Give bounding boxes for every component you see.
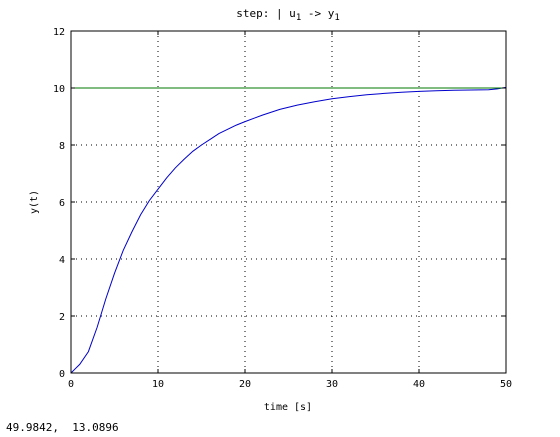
step-response-line [70, 86, 507, 374]
y-tick-label: 12 [53, 27, 65, 38]
y-tick-label: 2 [59, 312, 65, 323]
x-tick-label: 30 [326, 379, 338, 390]
y-tick-label: 8 [59, 141, 65, 152]
y-tick-label: 6 [59, 198, 65, 209]
x-axis-label: time [s] [264, 402, 312, 413]
cursor-coordinate-readout: 49.9842, 13.0896 [6, 421, 119, 434]
x-tick-label: 10 [152, 379, 164, 390]
y-tick-label: 0 [59, 369, 65, 380]
y-axis-label: y(t) [29, 190, 40, 214]
x-tick-label: 50 [500, 379, 512, 390]
grid-lines [71, 31, 506, 373]
x-tick-label: 0 [68, 379, 74, 390]
chart-title: step: | u1 -> y1 [236, 7, 340, 23]
x-tick-label: 20 [239, 379, 251, 390]
series-layer [70, 86, 507, 374]
x-tick-label: 40 [413, 379, 425, 390]
tick-marks [70, 30, 507, 374]
y-tick-label: 10 [53, 84, 65, 95]
y-tick-label: 4 [59, 255, 65, 266]
